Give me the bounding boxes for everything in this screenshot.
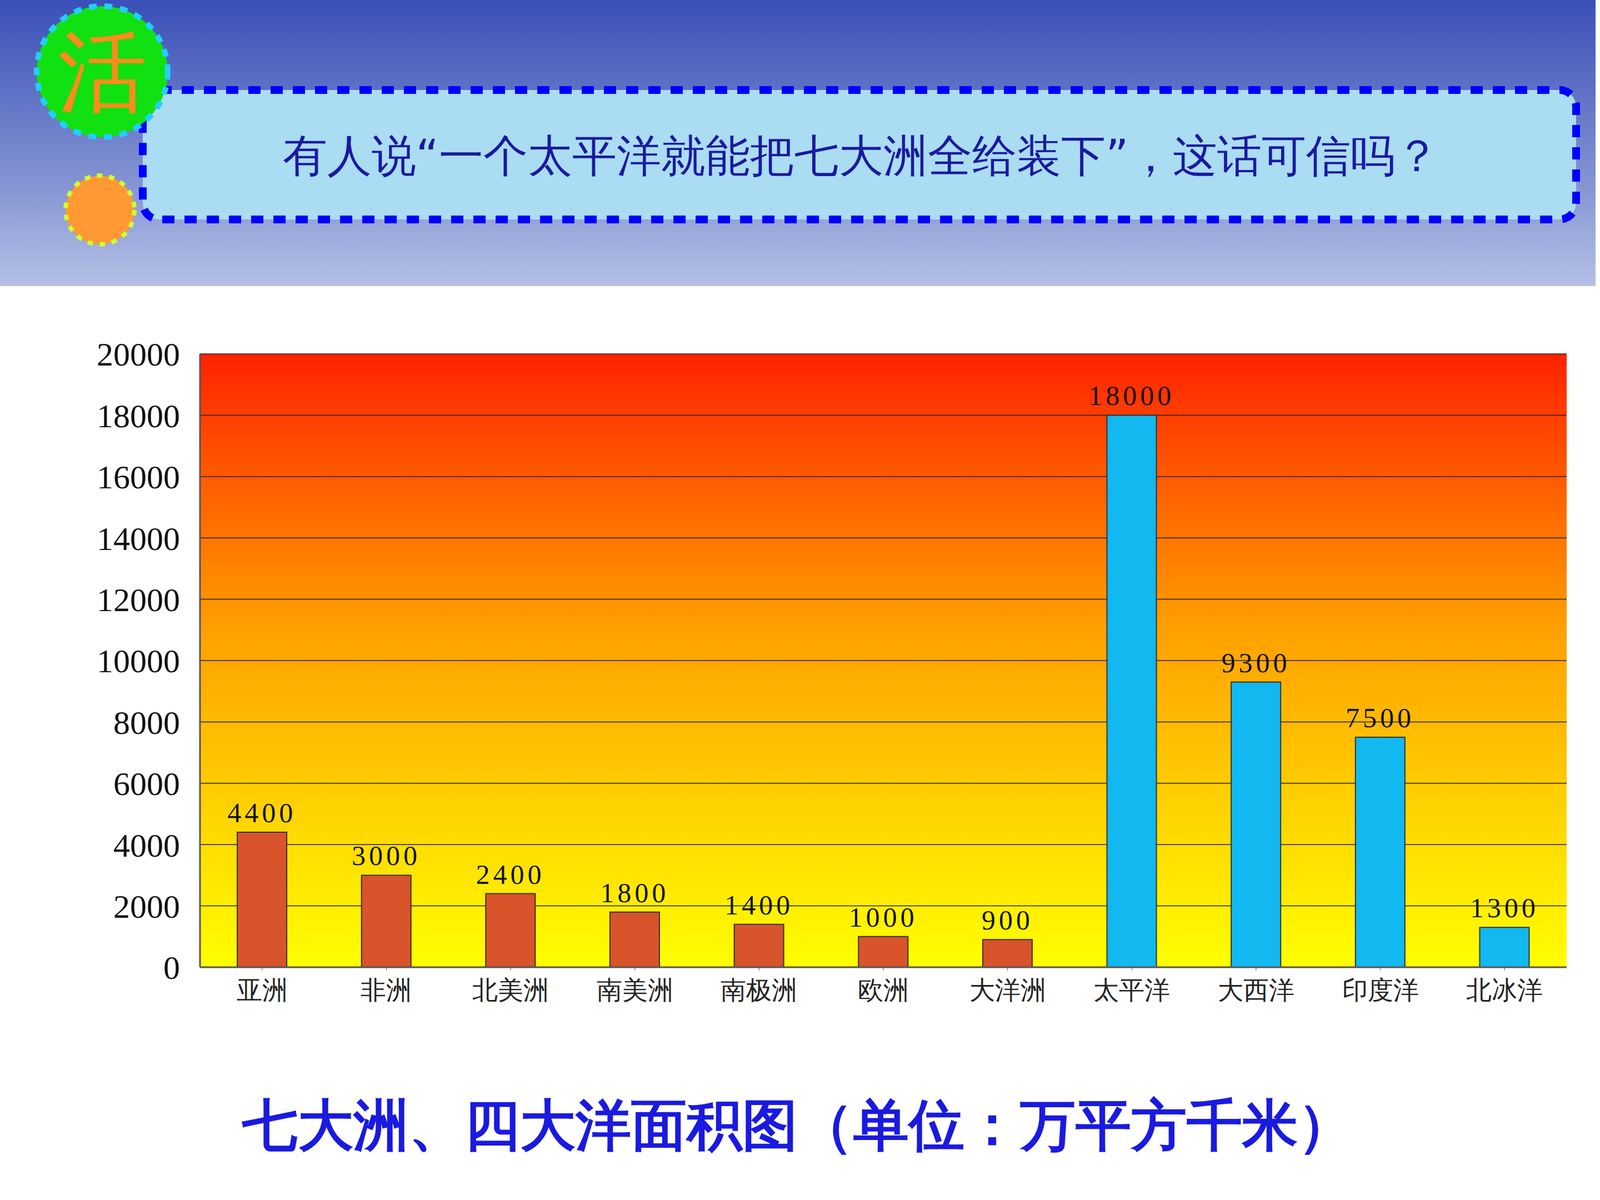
svg-text:8000: 8000 — [113, 704, 180, 742]
svg-text:16000: 16000 — [96, 458, 180, 496]
svg-text:1300: 1300 — [1470, 892, 1539, 924]
svg-text:1400: 1400 — [724, 889, 794, 921]
svg-text:非洲: 非洲 — [360, 975, 412, 1005]
svg-text:有人说“一个太平洋就能把七大洲全给装下”，这话可信吗？: 有人说“一个太平洋就能把七大洲全给装下”，这话可信吗？ — [282, 130, 1440, 182]
svg-text:2000: 2000 — [113, 888, 180, 925]
svg-text:10000: 10000 — [96, 642, 180, 680]
svg-text:4400: 4400 — [227, 797, 297, 829]
html-text:七大洲、四大洋面积图（单位：万平方千米）: 七大洲、四大洋面积图（单位：万平方千米） — [242, 1092, 1354, 1158]
svg-text:6000: 6000 — [113, 765, 180, 803]
svg-text:18000: 18000 — [96, 397, 180, 435]
svg-text:北冰洋: 北冰洋 — [1466, 975, 1543, 1005]
svg-text:14000: 14000 — [96, 520, 180, 558]
svg-text:18000: 18000 — [1088, 380, 1175, 412]
svg-text:900: 900 — [981, 904, 1034, 936]
svg-text:太平洋: 太平洋 — [1093, 975, 1170, 1005]
svg-text:南极洲: 南极洲 — [720, 975, 798, 1005]
svg-text:活: 活 — [57, 20, 147, 124]
svg-text:印度洋: 印度洋 — [1342, 975, 1419, 1005]
svg-text:20000: 20000 — [96, 336, 180, 373]
svg-text:2400: 2400 — [476, 858, 545, 890]
svg-text:大西洋: 大西洋 — [1217, 975, 1295, 1005]
svg-text:3000: 3000 — [351, 840, 421, 872]
svg-text:北美洲: 北美洲 — [472, 975, 549, 1005]
svg-text:12000: 12000 — [96, 581, 180, 619]
svg-text:9300: 9300 — [1221, 647, 1291, 679]
svg-text:大洋洲: 大洋洲 — [969, 975, 1047, 1005]
svg-text:1000: 1000 — [848, 901, 918, 933]
svg-text:4000: 4000 — [113, 827, 180, 864]
svg-text:亚洲: 亚洲 — [236, 975, 288, 1005]
svg-text:0: 0 — [163, 949, 180, 987]
svg-text:7500: 7500 — [1345, 702, 1415, 734]
svg-text:南美洲: 南美洲 — [596, 975, 674, 1005]
svg-text:1800: 1800 — [600, 877, 670, 909]
svg-text:欧洲: 欧洲 — [857, 975, 909, 1005]
